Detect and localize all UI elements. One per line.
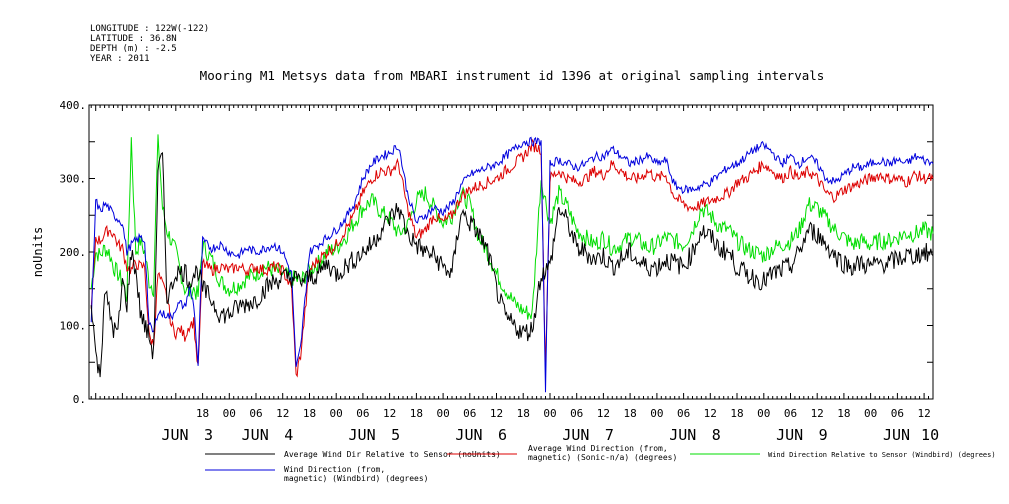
date-label: JUN 9 <box>776 426 828 444</box>
x-hour-label: 00 <box>330 407 343 420</box>
date-day: 9 <box>819 426 828 444</box>
date-month: JUN <box>669 426 696 444</box>
date-month: JUN <box>349 426 376 444</box>
legend-entry: Wind Direction Relative to Sensor (Windb… <box>690 451 996 459</box>
longitude-label: LONGITUDE : 122W(-122) <box>90 24 209 34</box>
axis-ticks <box>89 104 934 400</box>
x-hour-label: 06 <box>570 407 583 420</box>
x-hour-label: 12 <box>276 407 289 420</box>
series-line-0 <box>90 151 934 378</box>
x-hour-label: 06 <box>677 407 690 420</box>
legend-entry: Average Wind Direction (from,magnetic) (… <box>447 444 677 462</box>
date-label: JUN 5 <box>349 426 401 444</box>
date-month: JUN <box>562 426 589 444</box>
date-day: 5 <box>391 426 400 444</box>
x-hour-label: 00 <box>223 407 236 420</box>
x-hour-label: 06 <box>249 407 262 420</box>
legend-label: magnetic) (Sonic-n/a) (degrees) <box>528 453 677 462</box>
x-hour-label: 18 <box>730 407 743 420</box>
x-hour-label: 00 <box>757 407 770 420</box>
date-label: JUN 6 <box>455 426 507 444</box>
legend-label: Wind Direction Relative to Sensor (Windb… <box>768 451 996 459</box>
legend-label: magnetic) (Windbird) (degrees) <box>284 474 429 483</box>
date-day: 8 <box>712 426 721 444</box>
x-hour-label: 12 <box>597 407 610 420</box>
x-hour-label: 18 <box>837 407 850 420</box>
legend-label: Wind Direction (from, <box>284 465 385 474</box>
series-line-1 <box>90 138 934 378</box>
x-hour-label: 06 <box>463 407 476 420</box>
series-line-3 <box>90 136 934 393</box>
x-hour-label: 00 <box>436 407 449 420</box>
legend-entry: Wind Direction (from,magnetic) (Windbird… <box>205 465 429 483</box>
x-hour-label: 18 <box>517 407 530 420</box>
x-hour-label: 18 <box>410 407 423 420</box>
year-label: YEAR : 2011 <box>90 54 150 64</box>
date-day: 6 <box>498 426 507 444</box>
date-month: JUN <box>776 426 803 444</box>
x-hour-label: 12 <box>704 407 717 420</box>
date-day: 3 <box>204 426 213 444</box>
date-label: JUN 8 <box>669 426 721 444</box>
x-hour-label: 06 <box>784 407 797 420</box>
chart-title: Mooring M1 Metsys data from MBARI instru… <box>200 68 825 83</box>
x-hour-label: 00 <box>650 407 663 420</box>
date-month: JUN <box>883 426 910 444</box>
x-hour-label: 00 <box>864 407 877 420</box>
depth-label: DEPTH (m) : -2.5 <box>90 44 177 54</box>
y-tick-label: 0. <box>73 393 86 406</box>
date-day: 4 <box>284 426 293 444</box>
date-label: JUN 3 <box>161 426 213 444</box>
legend: Average Wind Dir Relative to Sensor (noU… <box>205 444 996 483</box>
y-axis-label: noUnits <box>31 227 45 278</box>
legend-label: Average Wind Direction (from, <box>528 444 668 453</box>
y-tick-label: 400. <box>60 99 87 112</box>
x-hour-label: 18 <box>196 407 209 420</box>
x-hour-label: 18 <box>303 407 316 420</box>
date-label: JUN 7 <box>562 426 614 444</box>
y-tick-label: 200. <box>60 246 87 259</box>
x-tick-labels: 18 00 06 12 18 00 06 12 18 00 06 12 18 00 06 12 18 00 06 12… <box>196 407 931 420</box>
date-month: JUN <box>242 426 269 444</box>
x-hour-label: 12 <box>811 407 824 420</box>
date-day: 10 <box>921 426 939 444</box>
date-month: JUN <box>455 426 482 444</box>
plot-frame <box>88 104 934 400</box>
legend-label: Average Wind Dir Relative to Sensor (noU… <box>284 450 501 459</box>
x-hour-label: 12 <box>383 407 396 420</box>
x-hour-label: 18 <box>624 407 637 420</box>
y-tick-label: 300. <box>60 173 87 186</box>
latitude-label: LATITUDE : 36.8N <box>90 34 177 44</box>
x-date-labels: JUN 3 JUN 4 JUN 5 JUN 6 JUN 7 JUN 8 JUN 9 JUN 10 <box>161 426 939 444</box>
legend-entry: Average Wind Dir Relative to Sensor (noU… <box>205 450 501 459</box>
y-tick-labels: 0. 100. 200. 300. 400. <box>60 99 87 406</box>
series-line-2 <box>90 134 934 320</box>
x-hour-label: 12 <box>917 407 930 420</box>
date-label: JUN 4 <box>242 426 294 444</box>
x-hour-label: 06 <box>356 407 369 420</box>
date-day: 7 <box>605 426 614 444</box>
x-hour-label: 12 <box>490 407 503 420</box>
x-hour-label: 00 <box>543 407 556 420</box>
x-hour-label: 06 <box>891 407 904 420</box>
date-month: JUN <box>161 426 188 444</box>
series-lines <box>90 134 934 393</box>
date-label: JUN 10 <box>883 426 939 444</box>
tick-marks <box>89 104 934 400</box>
y-tick-label: 100. <box>60 320 87 333</box>
